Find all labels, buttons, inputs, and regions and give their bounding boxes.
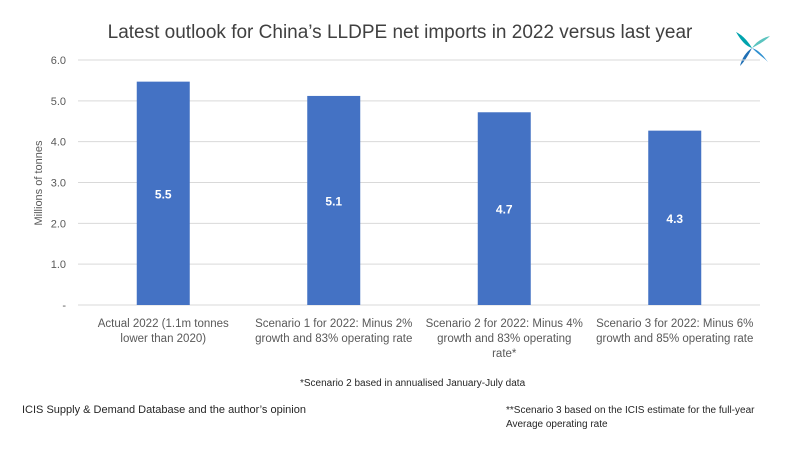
bar (648, 130, 702, 305)
x-category-label: growth and 85% operating rate (596, 333, 753, 345)
y-tick-label: 3.0 (51, 178, 66, 190)
data-label: 5.5 (155, 187, 172, 201)
y-tick-label: 2.0 (51, 218, 66, 230)
bar (136, 81, 190, 306)
x-category-label: Scenario 1 for 2022: Minus 2% (255, 318, 412, 330)
x-category-label: Actual 2022 (1.1m tonnes (98, 318, 229, 330)
y-axis-title: Millions of tonnes (33, 140, 45, 225)
x-category-label: growth and 83% operating rate (255, 333, 412, 345)
y-tick-label: 5.0 (51, 96, 66, 108)
y-tick-label: 6.0 (51, 55, 66, 67)
y-tick-label: - (62, 300, 66, 312)
icis-logo-icon (736, 32, 770, 66)
footnote-scenario-2: *Scenario 2 based in annualised January-… (300, 378, 526, 389)
y-tick-label: 4.0 (51, 137, 66, 149)
y-axis-ticks: - 1.0 2.0 3.0 4.0 5.0 6.0 (51, 55, 67, 312)
bars: 5.5 5.1 4.7 4.3 (136, 81, 702, 306)
bar (307, 95, 361, 305)
x-category-label: Scenario 3 for 2022: Minus 6% (596, 318, 753, 330)
x-category-label: lower than 2020) (120, 333, 206, 345)
footnote-scenario-3-line2: Average operating rate (506, 419, 608, 430)
data-label: 4.7 (496, 203, 513, 217)
y-tick-label: 1.0 (51, 259, 66, 271)
gridlines (78, 59, 760, 306)
chart-title: Latest outlook for China’s LLDPE net imp… (107, 22, 693, 43)
x-category-label: Scenario 2 for 2022: Minus 4% (426, 318, 583, 330)
x-axis-categories: Actual 2022 (1.1m tonnes lower than 2020)… (98, 318, 754, 360)
x-category-label: rate* (492, 348, 517, 360)
data-label: 5.1 (325, 194, 342, 208)
footnote-scenario-3-line1: **Scenario 3 based on the ICIS estimate … (506, 405, 755, 416)
data-label: 4.3 (666, 212, 683, 226)
source-note: ICIS Supply & Demand Database and the au… (22, 404, 306, 416)
bar (477, 112, 531, 306)
x-category-label: growth and 83% operating (437, 333, 571, 345)
